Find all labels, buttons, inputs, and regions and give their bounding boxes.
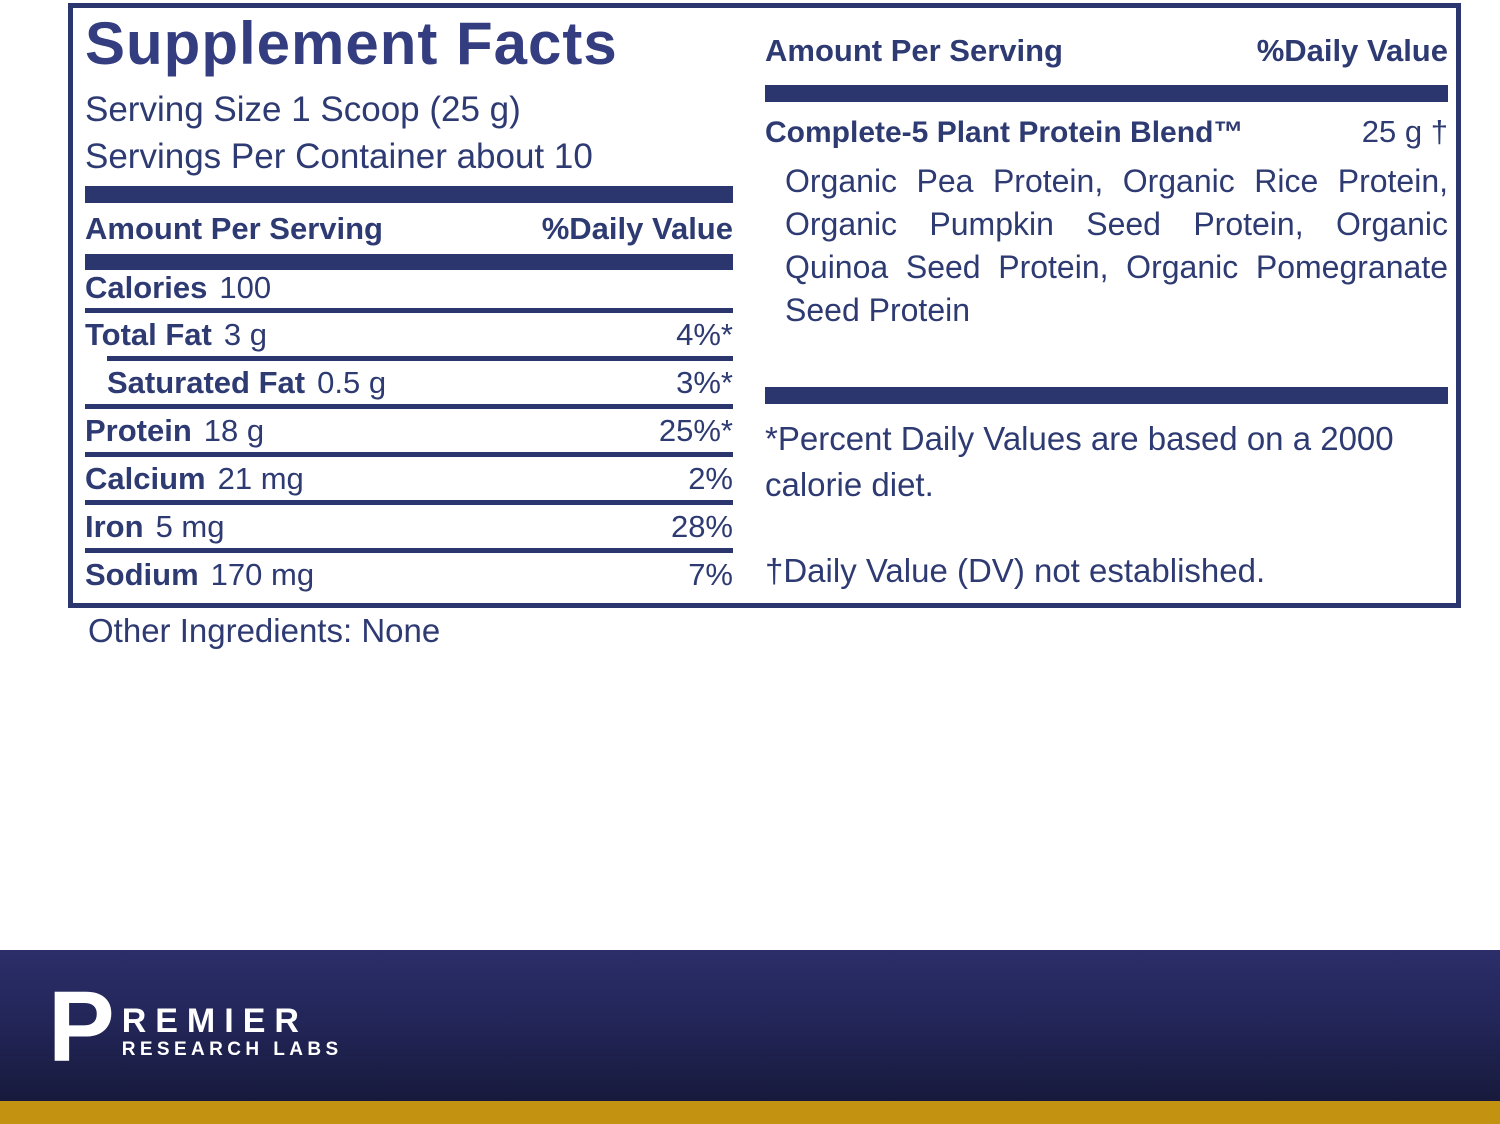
- left-amount-per-serving-label: Amount Per Serving: [85, 211, 383, 246]
- nutrient-amount: 100: [219, 270, 272, 305]
- other-ingredients-line: Other Ingredients: None: [88, 612, 441, 649]
- nutrient-amount: 5 mg: [155, 508, 225, 544]
- nutrient-name: Sodium: [85, 556, 199, 592]
- protein-blend-row: Complete-5 Plant Protein Blend™ 25 g †: [765, 114, 1448, 150]
- percent-dv-footnote: *Percent Daily Values are based on a 200…: [765, 420, 1394, 503]
- right-header-bar: [765, 85, 1448, 102]
- nutrient-row-iron: Iron 5 mg 28%: [85, 500, 733, 548]
- left-daily-value-label: %Daily Value: [541, 211, 733, 246]
- serving-size-line: Serving Size 1 Scoop (25 g): [85, 90, 521, 129]
- supplement-facts-box: Supplement Facts Serving Size 1 Scoop (2…: [68, 3, 1461, 608]
- nutrient-name: Calcium: [85, 460, 206, 496]
- nutrient-daily-value: 4%*: [676, 316, 733, 352]
- supplement-facts-title: Supplement Facts: [85, 10, 618, 77]
- nutrient-row-calcium: Calcium 21 mg 2%: [85, 452, 733, 500]
- nutrient-row-calories: Calories 100: [85, 268, 733, 308]
- logo-brand-name: REMIER: [121, 1002, 308, 1040]
- nutrient-daily-value: 25%*: [658, 412, 733, 448]
- nutrient-row-saturated-fat: Saturated Fat 0.5 g 3%*: [107, 356, 733, 404]
- right-amount-per-serving-label: Amount Per Serving: [765, 33, 1063, 68]
- logo-brand-subtitle: RESEARCH LABS: [121, 1039, 343, 1060]
- nutrient-daily-value: 28%: [670, 508, 733, 544]
- footnote-separator-bar: [765, 387, 1448, 404]
- nutrient-amount: 18 g: [203, 412, 265, 448]
- nutrient-name: Calories: [85, 270, 208, 305]
- dagger-footnote: †Daily Value (DV) not established.: [765, 552, 1266, 589]
- nutrient-daily-value: 7%: [688, 556, 733, 592]
- left-header-top-bar: [85, 186, 733, 203]
- right-daily-value-label: %Daily Value: [1256, 33, 1448, 68]
- protein-blend-name: Complete-5 Plant Protein Blend™: [765, 116, 1244, 149]
- nutrient-row-sodium: Sodium 170 mg 7%: [85, 548, 733, 596]
- nutrient-name: Protein: [85, 412, 192, 448]
- left-header-bottom-bar: [85, 254, 733, 270]
- nutrient-amount: 170 mg: [210, 556, 315, 592]
- nutrient-name: Saturated Fat: [107, 364, 306, 400]
- nutrient-name: Iron: [85, 508, 144, 544]
- right-column-header: Amount Per Serving %Daily Value: [765, 30, 1448, 72]
- protein-blend-amount: 25 g †: [1361, 114, 1448, 149]
- left-column-header: Amount Per Serving %Daily Value: [85, 208, 733, 250]
- nutrient-amount: 3 g: [223, 316, 267, 352]
- nutrient-amount: 0.5 g: [317, 364, 387, 400]
- nutrient-rows: Calories 100 Total Fat 3 g 4%* Saturated F…: [85, 268, 733, 596]
- nutrient-row-protein: Protein 18 g 25%*: [85, 404, 733, 452]
- nutrient-name: Total Fat: [85, 316, 212, 352]
- footer-gold-band: [0, 1101, 1500, 1124]
- servings-per-container-line: Servings Per Container about 10: [85, 137, 593, 176]
- protein-blend-ingredients: Organic Pea Protein, Organic Rice Protei…: [785, 163, 1448, 328]
- nutrient-amount: 21 mg: [217, 460, 304, 496]
- nutrient-daily-value: 3%*: [676, 364, 733, 400]
- logo-initial-p: P: [48, 971, 115, 1083]
- premier-research-labs-logo: P REMIER RESEARCH LABS: [48, 971, 343, 1083]
- footer-navy-band: [0, 950, 1500, 1101]
- nutrient-row-total-fat: Total Fat 3 g 4%*: [85, 308, 733, 356]
- nutrient-daily-value: 2%: [688, 460, 733, 496]
